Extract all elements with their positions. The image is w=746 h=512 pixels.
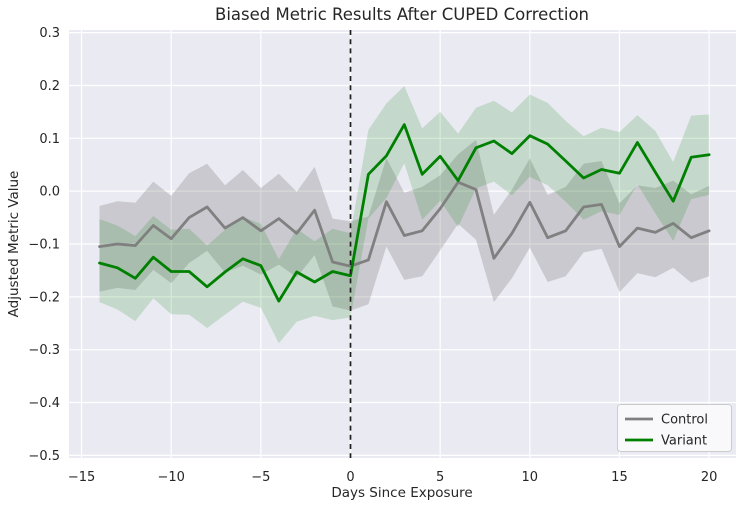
x-tick-label: 15 — [611, 470, 628, 485]
x-tick-label: −10 — [157, 470, 184, 485]
control-line — [98, 180, 711, 268]
y-tick-label: −0.5 — [28, 449, 60, 464]
x-tick-label: 10 — [522, 470, 539, 485]
x-tick-label: −5 — [251, 470, 270, 485]
legend-label-control: Control — [661, 413, 708, 428]
chart-title: Biased Metric Results After CUPED Correc… — [215, 5, 589, 24]
y-tick-label: −0.3 — [28, 343, 60, 358]
y-tick-label: −0.1 — [28, 238, 60, 253]
grid-layer — [69, 30, 736, 458]
y-axis-label: Adjusted Metric Value — [6, 171, 22, 318]
x-tick-label: 5 — [436, 470, 444, 485]
legend: Control Variant — [617, 404, 732, 452]
x-axis-label: Days Since Exposure — [331, 485, 472, 501]
x-tick-label: 0 — [346, 470, 354, 485]
tick-labels-layer: 0.3 0.2 0.1 0.0 −0.1 −0.2 −0.3 −0.4 −0.5 −15 −10 −5… — [28, 26, 717, 485]
control-confidence-band — [99, 139, 710, 311]
confidence-bands-layer — [99, 86, 710, 344]
y-tick-label: 0.3 — [39, 26, 60, 41]
variant-confidence-band — [99, 86, 710, 344]
variant-line — [98, 123, 711, 303]
legend-label-variant: Variant — [661, 434, 707, 449]
x-tick-label: −15 — [68, 470, 95, 485]
series-lines-layer — [98, 123, 711, 303]
y-tick-label: 0.2 — [39, 79, 60, 94]
y-tick-label: 0.1 — [39, 132, 60, 147]
x-tick-label: 20 — [701, 470, 718, 485]
y-tick-label: −0.2 — [28, 290, 60, 305]
y-tick-label: 0.0 — [39, 185, 60, 200]
y-tick-label: −0.4 — [28, 396, 60, 411]
